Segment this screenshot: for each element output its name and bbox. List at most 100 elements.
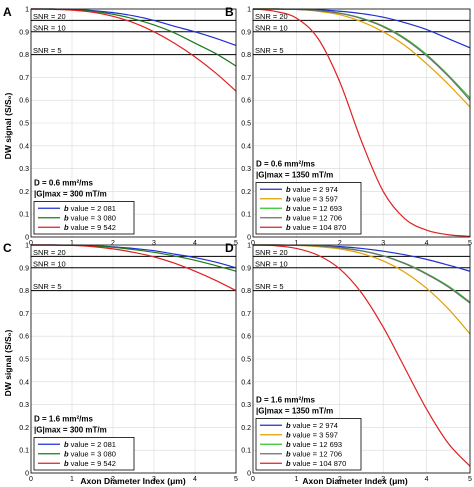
- y-tick-label: 0.3: [241, 166, 251, 173]
- legend-entry: b value = 2 081: [64, 204, 116, 213]
- x-tick-label: 3: [152, 240, 156, 247]
- y-tick-label: 0.1: [19, 448, 29, 455]
- y-tick-label: 0.9: [241, 265, 251, 272]
- x-tick-label: 1: [70, 476, 74, 483]
- x-tick-label: 5: [234, 476, 238, 483]
- snr-label: SNR = 10: [255, 23, 288, 32]
- legend-entry: b value = 9 542: [64, 223, 116, 232]
- y-tick-label: 0: [25, 235, 29, 242]
- y-tick-label: 0.4: [19, 143, 29, 150]
- legend-entry: b value = 9 542: [64, 459, 116, 468]
- y-tick-label: 0.1: [241, 448, 251, 455]
- snr-label: SNR = 20: [33, 248, 66, 257]
- series-line: [252, 244, 471, 467]
- y-tick-label: 0.4: [19, 379, 29, 386]
- y-tick-label: 1: [25, 243, 29, 250]
- y-tick-label: 0.5: [241, 357, 251, 364]
- x-tick-label: 1: [294, 240, 298, 247]
- x-tick-label: 3: [381, 240, 385, 247]
- y-tick-label: 0.2: [241, 189, 251, 196]
- panel-label: D: [225, 241, 234, 255]
- snr-label: SNR = 10: [33, 23, 66, 32]
- series-line: [30, 8, 237, 92]
- y-tick-label: 0.7: [19, 311, 29, 318]
- y-axis-label-top: DW signal (S/S₀): [3, 93, 13, 160]
- y-tick-label: 0.7: [241, 311, 251, 318]
- x-tick-label: 4: [425, 240, 429, 247]
- legend-entry: b value = 3 597: [286, 430, 338, 439]
- x-tick-label: 5: [234, 240, 238, 247]
- x-tick-label: 0: [251, 240, 255, 247]
- y-tick-label: 0.3: [19, 166, 29, 173]
- gradient-annotation: |G|max = 1350 mT/m: [256, 407, 333, 416]
- snr-label: SNR = 20: [255, 12, 288, 21]
- legend-entry: b value = 3 597: [286, 194, 338, 203]
- x-tick-label: 3: [152, 476, 156, 483]
- gradient-annotation: |G|max = 300 mT/m: [34, 426, 107, 435]
- x-tick-label: 1: [294, 476, 298, 483]
- legend-entry: b value = 3 080: [64, 213, 116, 222]
- y-axis-label-bottom: DW signal (S/S₀): [3, 330, 13, 397]
- snr-label: SNR = 20: [33, 12, 66, 21]
- y-tick-label: 0.2: [19, 425, 29, 432]
- y-tick-label: 0.1: [241, 212, 251, 219]
- y-tick-label: 0.9: [19, 265, 29, 272]
- x-tick-label: 0: [29, 476, 33, 483]
- legend-entry: b value = 3 080: [64, 449, 116, 458]
- legend-entry: b value = 2 081: [64, 440, 116, 449]
- y-tick-label: 0: [247, 235, 251, 242]
- x-tick-label: 2: [338, 476, 342, 483]
- x-axis-label-left: Axon Diameter Index (μm): [80, 476, 186, 486]
- y-tick-label: 0.2: [241, 425, 251, 432]
- y-tick-label: 0.8: [19, 288, 29, 295]
- x-tick-label: 0: [29, 240, 33, 247]
- y-tick-label: 0.6: [19, 98, 29, 105]
- y-tick-label: 1: [247, 243, 251, 250]
- y-tick-label: 0.6: [241, 334, 251, 341]
- y-tick-label: 0.9: [241, 29, 251, 36]
- legend-entry: b value = 12 706: [286, 213, 342, 222]
- y-tick-label: 0.2: [19, 189, 29, 196]
- legend-entry: b value = 12 706: [286, 449, 342, 458]
- plot-frame: [30, 8, 237, 238]
- x-tick-label: 0: [251, 476, 255, 483]
- snr-label: SNR = 5: [255, 46, 284, 55]
- x-tick-label: 4: [193, 240, 197, 247]
- x-tick-label: 3: [381, 476, 385, 483]
- snr-label: SNR = 20: [255, 248, 288, 257]
- snr-label: SNR = 5: [33, 282, 62, 291]
- y-tick-label: 0.4: [241, 379, 251, 386]
- y-tick-label: 0: [247, 471, 251, 478]
- plot-frame: [30, 244, 237, 474]
- y-tick-label: 0.3: [241, 402, 251, 409]
- legend-entry: b value = 12 693: [286, 440, 342, 449]
- panel-label: A: [3, 5, 12, 19]
- x-tick-label: 1: [70, 240, 74, 247]
- legend-entry: b value = 104 870: [286, 223, 346, 232]
- x-tick-label: 5: [468, 240, 472, 247]
- y-tick-label: 0.1: [19, 212, 29, 219]
- x-tick-label: 5: [468, 476, 472, 483]
- y-tick-label: 0.8: [241, 288, 251, 295]
- diffusivity-annotation: D = 0.6 mm²/ms: [34, 179, 93, 188]
- y-tick-label: 0.5: [19, 357, 29, 364]
- x-tick-label: 2: [111, 476, 115, 483]
- x-tick-label: 4: [425, 476, 429, 483]
- gradient-annotation: |G|max = 300 mT/m: [34, 190, 107, 199]
- y-tick-label: 0.7: [241, 75, 251, 82]
- y-tick-label: 0.9: [19, 29, 29, 36]
- y-tick-label: 0.8: [19, 52, 29, 59]
- legend-entry: b value = 12 693: [286, 204, 342, 213]
- legend-entry: b value = 2 974: [286, 185, 338, 194]
- series-line: [252, 8, 471, 237]
- x-tick-label: 2: [338, 240, 342, 247]
- y-tick-label: 0.6: [19, 334, 29, 341]
- plot-frame: [252, 244, 471, 474]
- diffusivity-annotation: D = 1.6 mm²/ms: [256, 396, 315, 405]
- snr-label: SNR = 5: [33, 46, 62, 55]
- diffusivity-annotation: D = 0.6 mm²/ms: [256, 160, 315, 169]
- snr-label: SNR = 10: [255, 259, 288, 268]
